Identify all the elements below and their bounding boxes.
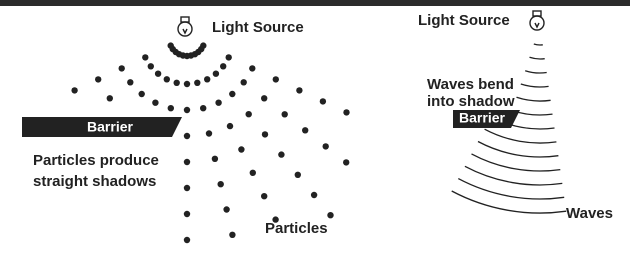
caption-line: Particles produce (33, 152, 159, 169)
particle (323, 143, 329, 149)
particle (95, 76, 101, 82)
particle (327, 212, 333, 218)
wave-arc (534, 44, 543, 45)
particle (246, 111, 252, 117)
particle (320, 98, 326, 104)
caption-line: straight shadows (33, 173, 156, 190)
particle (215, 100, 221, 106)
particle (127, 79, 133, 85)
particle (273, 76, 279, 82)
particle (107, 95, 113, 101)
wave-arc (517, 97, 551, 101)
waves (452, 44, 567, 213)
particle (241, 79, 247, 85)
particle (164, 76, 170, 82)
particle (282, 111, 288, 117)
bulb-icon (530, 11, 544, 30)
particle (261, 95, 267, 101)
particle (142, 54, 148, 60)
particle (302, 127, 308, 133)
particle (213, 71, 219, 77)
particle (184, 185, 190, 191)
wave-arc (530, 57, 545, 59)
particle (168, 42, 174, 48)
particle (220, 63, 226, 69)
particle (295, 172, 301, 178)
particle (227, 123, 233, 129)
particle (184, 159, 190, 165)
particle (139, 91, 145, 97)
wave-arc (521, 84, 549, 87)
particle (343, 159, 349, 165)
particle (152, 100, 158, 106)
wave-arc (452, 191, 567, 213)
wave-arc (525, 71, 547, 73)
particle (226, 54, 232, 60)
particles-label: Particles (265, 220, 328, 237)
particle (229, 232, 235, 238)
particle (238, 146, 244, 152)
diagram: Light Source Barrier Particles produce s… (0, 0, 630, 258)
light-source-label: Light Source (212, 19, 304, 36)
particle (296, 87, 302, 93)
particle (212, 156, 218, 162)
caption-line: Waves bend (427, 76, 514, 93)
particle (343, 109, 349, 115)
particle (184, 211, 190, 217)
light-source-label: Light Source (418, 12, 510, 29)
particle (184, 237, 190, 243)
particle (223, 206, 229, 212)
particle (168, 105, 174, 111)
particle (184, 81, 190, 87)
particle (250, 170, 256, 176)
particle (155, 71, 161, 77)
particle (200, 105, 206, 111)
particle (148, 63, 154, 69)
wave-arc (458, 179, 564, 199)
particle (71, 87, 77, 93)
caption-line: into shadow (427, 93, 515, 110)
particles (71, 42, 349, 243)
particle (249, 65, 255, 71)
particle (119, 65, 125, 71)
top-bar (0, 0, 630, 6)
particle (194, 80, 200, 86)
bulb-icon (178, 17, 192, 36)
waves-label: Waves (566, 205, 613, 222)
particle (184, 133, 190, 139)
particle (218, 181, 224, 187)
wave-arc (478, 142, 558, 157)
particle (184, 107, 190, 113)
particle (262, 131, 268, 137)
particle (278, 151, 284, 157)
particle (229, 91, 235, 97)
particle (261, 193, 267, 199)
barrier-label: Barrier (87, 119, 133, 135)
particle (204, 76, 210, 82)
particle (206, 130, 212, 136)
particle (174, 80, 180, 86)
wave-arc (485, 129, 557, 143)
particle (311, 192, 317, 198)
barrier-label: Barrier (459, 110, 505, 126)
